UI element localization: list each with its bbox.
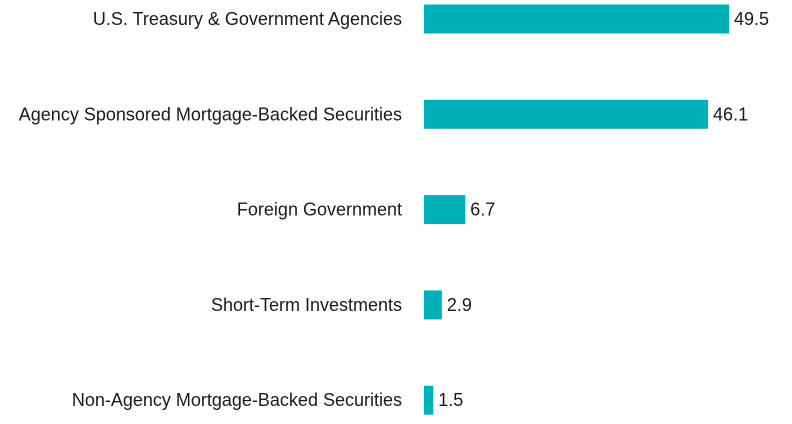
value-label-0: 49.5 bbox=[734, 9, 769, 29]
bar-1 bbox=[424, 99, 709, 129]
value-label-2: 6.7 bbox=[470, 200, 495, 220]
value-label-4: 1.5 bbox=[438, 390, 463, 410]
category-label-0: U.S. Treasury & Government Agencies bbox=[93, 9, 402, 29]
bars-group bbox=[424, 4, 729, 415]
category-labels: U.S. Treasury & Government Agencies Agenc… bbox=[19, 9, 402, 410]
category-label-3: Short-Term Investments bbox=[211, 295, 402, 315]
bar-4 bbox=[424, 385, 434, 415]
value-label-1: 46.1 bbox=[713, 104, 748, 124]
category-label-1: Agency Sponsored Mortgage-Backed Securit… bbox=[19, 104, 402, 124]
value-labels: 49.5 46.1 6.7 2.9 1.5 bbox=[438, 9, 769, 410]
value-label-3: 2.9 bbox=[447, 295, 472, 315]
bar-2 bbox=[424, 195, 466, 225]
category-label-2: Foreign Government bbox=[237, 200, 402, 220]
category-label-4: Non-Agency Mortgage-Backed Securities bbox=[72, 390, 402, 410]
bar-3 bbox=[424, 290, 442, 320]
bar-0 bbox=[424, 4, 729, 34]
